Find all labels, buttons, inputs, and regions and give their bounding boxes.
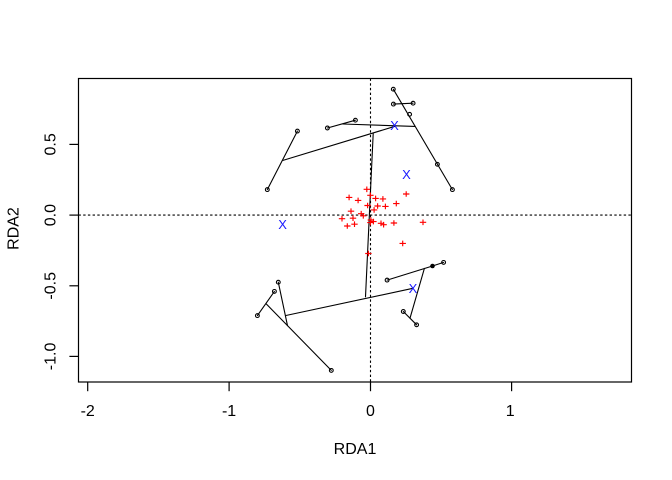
svg-text:X: X <box>278 217 287 232</box>
svg-text:X: X <box>409 281 418 296</box>
svg-text:0.5: 0.5 <box>43 133 60 155</box>
svg-text:1: 1 <box>506 403 515 420</box>
svg-text:-1: -1 <box>222 403 236 420</box>
svg-text:X: X <box>402 167 411 182</box>
svg-text:-0.5: -0.5 <box>43 272 60 300</box>
svg-text:X: X <box>390 118 399 133</box>
svg-text:0.0: 0.0 <box>43 204 60 226</box>
svg-text:RDA2: RDA2 <box>6 207 23 250</box>
svg-text:RDA1: RDA1 <box>334 441 377 458</box>
svg-text:-1.0: -1.0 <box>43 343 60 371</box>
svg-text:0: 0 <box>366 403 375 420</box>
svg-text:-2: -2 <box>81 403 95 420</box>
